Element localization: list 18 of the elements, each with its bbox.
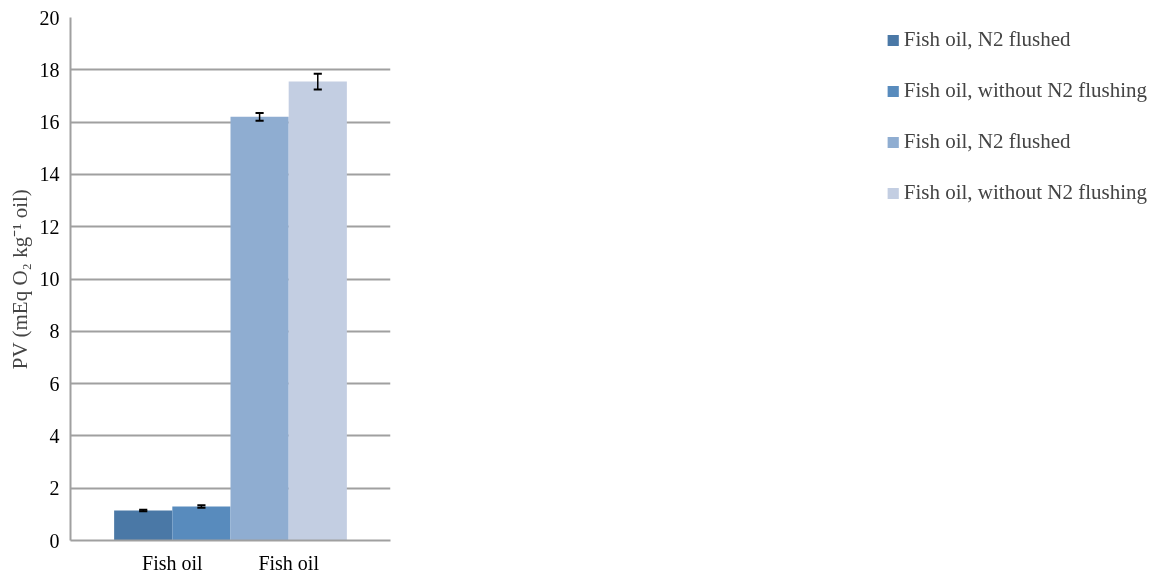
x-tick-label: Fish oil: [142, 551, 204, 574]
y-tick-label: 12: [39, 215, 60, 238]
y-tick-label: 10: [39, 268, 60, 290]
legend-label: Fish oil, without N2 flushing: [903, 78, 1147, 103]
y-tick-label: 6: [49, 372, 60, 395]
legend-label: Fish oil, N2 flushed: [903, 129, 1071, 154]
y-axis-title: PV (mEq O₂ kg⁻¹ oil): [7, 189, 32, 370]
y-tick-label: 18: [39, 58, 60, 81]
legend-label: Fish oil, N2 flushed: [903, 27, 1071, 52]
y-tick-label: 2: [49, 477, 60, 500]
y-tick-label: 14: [39, 163, 60, 186]
legend-label: Fish oil, without N2 flushing: [903, 180, 1147, 205]
x-tick-label: Fish oil: [258, 551, 320, 574]
y-tick-label: 0: [49, 529, 60, 552]
y-tick-label: 20: [39, 6, 60, 29]
y-tick-label: 4: [49, 424, 60, 447]
y-tick-label: 8: [49, 320, 60, 343]
y-tick-label: 16: [39, 111, 60, 134]
